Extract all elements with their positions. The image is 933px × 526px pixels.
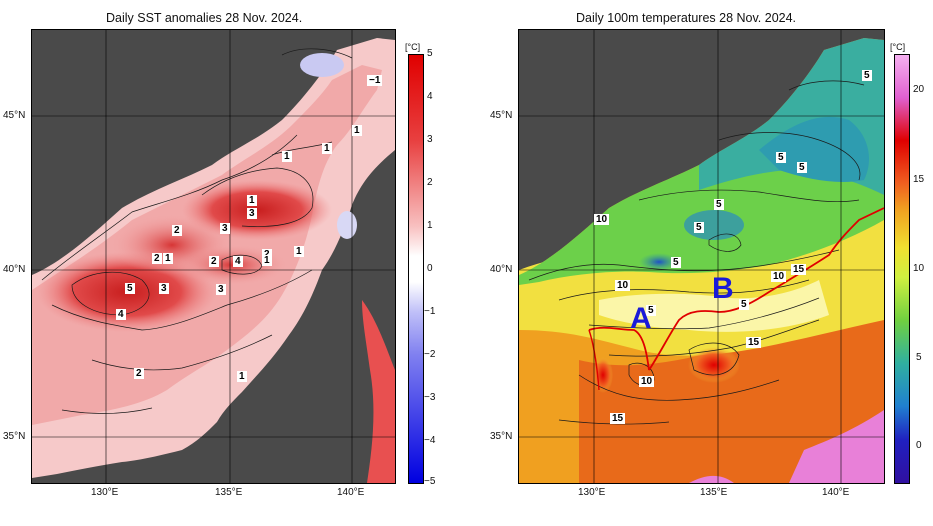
right-lat-label-40: 40°N	[490, 264, 513, 275]
contour-label: 3	[247, 208, 257, 219]
left-lon-label-135: 135°E	[215, 487, 243, 498]
right-lat-label-35: 35°N	[490, 431, 513, 442]
contour-label: 5	[797, 162, 807, 173]
contour-label: 2	[134, 368, 144, 379]
region-label-b: B	[712, 272, 734, 305]
contour-label: 1	[282, 151, 292, 162]
contour-label: 2	[209, 256, 219, 267]
contour-label: 1	[237, 371, 247, 382]
contour-label: 5	[671, 257, 681, 268]
right-lon-label-140: 140°E	[822, 487, 850, 498]
contour-label: 15	[746, 337, 762, 348]
left-colorbar-tick: 5	[427, 48, 433, 59]
right-100m-temperature-map: 5 5 5 5 10 5 5 10 10 15 5 5 15 10 15 A B	[518, 29, 885, 484]
left-colorbar-tick: −3	[424, 392, 436, 403]
contour-label: 5	[714, 199, 724, 210]
left-lat-label-35: 35°N	[3, 431, 26, 442]
left-colorbar-tick: −4	[424, 435, 436, 446]
contour-label: 3	[220, 223, 230, 234]
contour-label: 5	[776, 152, 786, 163]
contour-label: 4	[233, 256, 243, 267]
region-label-a: A	[630, 302, 652, 335]
contour-label: 5	[862, 70, 872, 81]
right-colorbar-tick: 10	[913, 263, 925, 274]
left-colorbar-tick: −5	[424, 476, 436, 487]
contour-label: 1	[262, 255, 272, 266]
contour-label: 5	[694, 222, 704, 233]
right-colorbar-tick: 5	[916, 352, 922, 363]
left-colorbar-tick: −1	[424, 306, 436, 317]
left-lat-label-45: 45°N	[3, 110, 26, 121]
contour-label: 1	[322, 143, 332, 154]
left-colorbar-tick: 1	[427, 220, 433, 231]
contour-label: 15	[610, 413, 626, 424]
contour-label: 4	[116, 309, 126, 320]
right-colorbar	[894, 54, 910, 484]
contour-label: 3	[159, 283, 169, 294]
left-map-title: Daily SST anomalies 28 Nov. 2024.	[106, 11, 303, 25]
left-colorbar-tick: −2	[424, 349, 436, 360]
contour-label: 1	[163, 253, 173, 264]
contour-label: 5	[739, 299, 749, 310]
contour-label: 5	[646, 305, 656, 316]
contour-label: 10	[639, 376, 655, 387]
right-map-title: Daily 100m temperatures 28 Nov. 2024.	[576, 11, 797, 25]
contour-label: 2	[152, 253, 162, 264]
contour-label: 1	[352, 125, 362, 136]
contour-label: 10	[594, 214, 610, 225]
right-colorbar-unit: [°C]	[890, 42, 906, 52]
contour-label: 15	[791, 264, 807, 275]
right-colorbar-tick: 0	[916, 440, 922, 451]
left-colorbar	[408, 54, 424, 484]
contour-label: 2	[262, 249, 272, 260]
right-colorbar-tick: 20	[913, 84, 925, 95]
right-lat-label-45: 45°N	[490, 110, 513, 121]
contour-label: 10	[771, 271, 787, 282]
contour-label: 2	[172, 225, 182, 236]
right-lon-label-135: 135°E	[700, 487, 728, 498]
left-sst-anomaly-map: −1 1 1 1 1 3 2 3 2 1 2 1 4 2 1 5 3 3 4 2…	[31, 29, 396, 484]
contour-label: 10	[615, 280, 631, 291]
left-lon-label-140: 140°E	[337, 487, 365, 498]
contour-label: −1	[367, 75, 383, 86]
left-colorbar-tick: 0	[427, 263, 433, 274]
contour-label: 1	[294, 246, 304, 257]
right-lon-label-130: 130°E	[578, 487, 606, 498]
contour-label: 5	[125, 283, 135, 294]
left-colorbar-tick: 3	[427, 134, 433, 145]
right-colorbar-tick: 15	[913, 174, 925, 185]
left-colorbar-unit: [°C]	[405, 42, 421, 52]
left-lon-label-130: 130°E	[91, 487, 119, 498]
left-lat-label-40: 40°N	[3, 264, 26, 275]
left-colorbar-tick: 4	[427, 91, 433, 102]
contour-label: 3	[216, 284, 226, 295]
contour-label: 1	[247, 195, 257, 206]
left-colorbar-tick: 2	[427, 177, 433, 188]
